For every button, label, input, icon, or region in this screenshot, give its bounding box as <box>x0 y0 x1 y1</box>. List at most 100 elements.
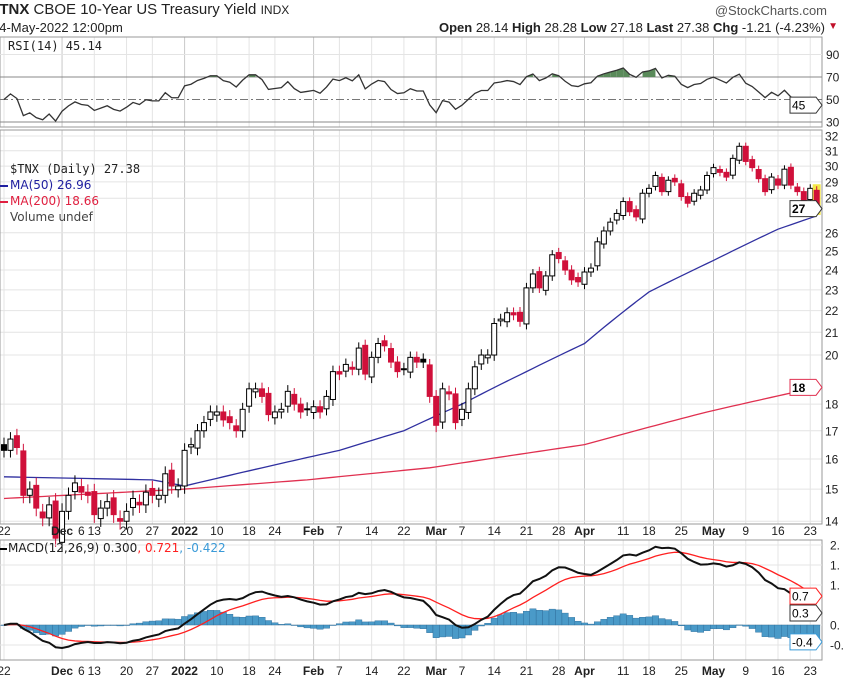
macd-histogram-bar <box>639 617 646 626</box>
candle-body <box>207 411 214 420</box>
candle-body <box>594 241 601 267</box>
macd-histogram-bar <box>548 608 556 626</box>
price-axis-label: 23 <box>825 283 839 297</box>
candle-body <box>136 501 143 506</box>
macd-histogram-bar <box>703 624 711 631</box>
macd-swatch <box>0 548 7 550</box>
macd-histogram-bar <box>226 614 234 626</box>
candle-body <box>716 169 723 173</box>
macd-tag-value: 0.7 <box>792 590 809 604</box>
candle-body <box>59 510 66 543</box>
candle-body <box>794 186 801 193</box>
macd-histogram-bar <box>426 624 434 633</box>
candle-body <box>697 189 704 196</box>
macd-histogram-bar <box>432 624 440 638</box>
macd-histogram-bar <box>568 617 576 626</box>
macd-histogram-bar <box>632 617 640 626</box>
candle-body <box>478 354 485 365</box>
candle-body <box>52 500 59 539</box>
volume-legend: Volume undef <box>10 210 93 224</box>
candle-body <box>278 408 285 413</box>
macd-histogram-bar <box>503 612 511 626</box>
candle-body <box>568 269 575 281</box>
candle-body <box>433 395 440 426</box>
candle-body <box>246 388 253 407</box>
candle-body <box>368 356 375 378</box>
candle-body <box>297 403 304 413</box>
price-axis-label: 21 <box>825 326 839 340</box>
candle-body <box>168 469 175 487</box>
candle-body <box>284 390 291 407</box>
panel-border <box>0 129 823 525</box>
macd-histogram-bar <box>142 621 150 626</box>
date-axis-label: 24 <box>268 524 282 538</box>
candle-body <box>484 354 491 359</box>
macd-histogram-bar <box>684 624 692 631</box>
candle-body <box>658 176 665 193</box>
candle-body <box>226 416 233 424</box>
date-axis-label: 22 <box>0 664 11 678</box>
candle-body <box>220 411 227 421</box>
date-axis-label: 10 <box>210 524 224 538</box>
date-axis-label: 9 <box>742 524 749 538</box>
candle-body <box>575 276 582 283</box>
candle-body <box>452 393 459 424</box>
rsi-overbought-fill <box>642 70 649 77</box>
candle-body <box>420 358 427 363</box>
macd-histogram-bar <box>658 618 666 626</box>
rsi-last-tag-value: 45 <box>792 99 806 113</box>
macd-histogram-bar <box>710 624 717 630</box>
macd-histogram-bar <box>516 613 524 626</box>
candle-body <box>684 196 691 204</box>
macd-axis-label: 2. <box>830 539 840 553</box>
macd-histogram-bar <box>768 624 775 638</box>
candle-body <box>349 366 356 370</box>
candle-body <box>304 408 311 411</box>
candle-body <box>600 230 607 245</box>
macd-hist-value: , -0.422 <box>179 541 226 555</box>
macd-histogram-bar <box>781 624 788 637</box>
date-axis-label: 18 <box>642 524 656 538</box>
macd-histogram-bar <box>303 624 311 629</box>
macd-histogram-bar <box>619 613 627 626</box>
candle-body <box>394 361 401 373</box>
candle-body <box>39 511 46 519</box>
date-axis-label: 7 <box>459 524 466 538</box>
date-axis-label: Mar <box>425 524 447 538</box>
candle-body <box>633 209 640 218</box>
date-axis-label: 21 <box>520 664 534 678</box>
candle-body <box>781 168 788 186</box>
date-axis-label: May <box>702 664 726 678</box>
date-axis-label: 6 <box>78 524 85 538</box>
date-axis-label: 16 <box>771 524 785 538</box>
candle-body <box>375 343 382 358</box>
date-axis-label: Dec <box>51 664 73 678</box>
macd-histogram-bar <box>348 621 356 626</box>
macd-tag <box>789 633 823 651</box>
chart-title: $TNX CBOE 10-Year US Treasury Yield INDX <box>0 1 289 18</box>
low-value: 27.18 <box>610 20 643 35</box>
candle-body <box>613 212 620 221</box>
price-axis-label: 26 <box>825 226 839 240</box>
candle-body <box>729 157 736 176</box>
candle-body <box>381 340 388 347</box>
candle-body <box>310 406 317 413</box>
macd-histogram-bar <box>258 617 266 626</box>
date-axis-label: 27 <box>146 524 160 538</box>
macd-histogram-bar <box>232 616 240 626</box>
candle-body <box>91 491 98 516</box>
ma200-tag <box>789 378 823 396</box>
candle-body <box>188 444 195 448</box>
macd-tag-value: -0.4 <box>792 635 813 649</box>
candle-body <box>671 177 678 183</box>
macd-histogram-bar <box>723 624 730 631</box>
date-axis-label: 22 <box>397 524 411 538</box>
date-axis-label: 22 <box>0 524 11 538</box>
candle-body <box>607 221 614 232</box>
candle-body <box>710 167 717 175</box>
candle-body <box>652 174 659 187</box>
rsi-axis-label: 90 <box>826 48 840 62</box>
date-axis-label: May <box>702 524 726 538</box>
candle-body <box>787 166 794 186</box>
brand[interactable]: @StockCharts.com <box>714 3 827 18</box>
